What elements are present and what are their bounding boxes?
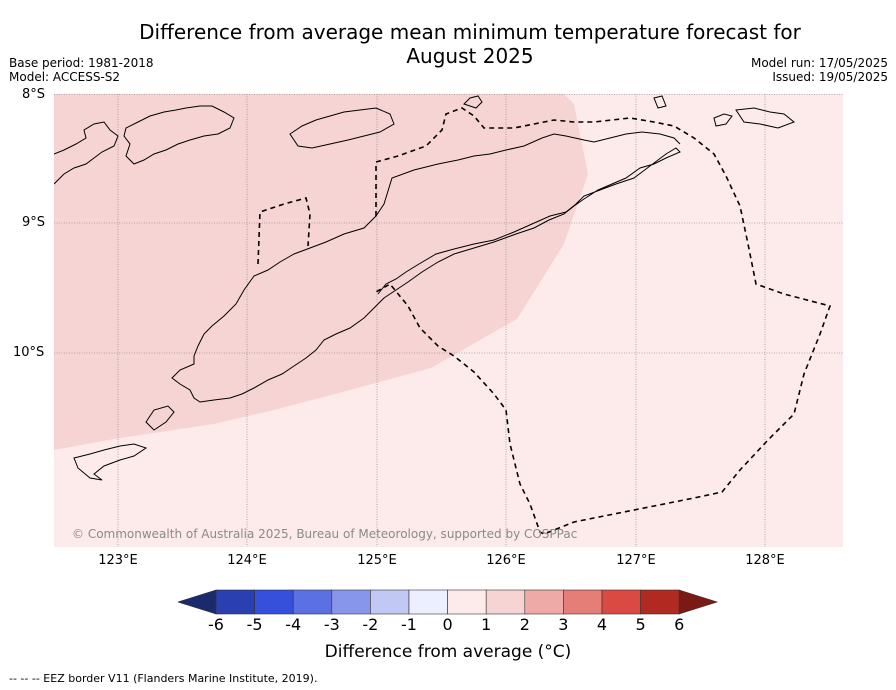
anomaly-region-mid <box>54 94 588 450</box>
alor-coast <box>123 105 235 165</box>
colorbar-segment <box>524 589 564 615</box>
colorbar-tick-label: 5 <box>635 615 646 634</box>
north-islands <box>289 107 395 149</box>
title-line-1: Difference from average mean minimum tem… <box>139 20 801 44</box>
wetar-mid <box>713 113 733 127</box>
colorbar-segment <box>370 589 410 615</box>
model-name: Model: ACCESS-S2 <box>9 70 121 84</box>
colorbar-tick-label: -3 <box>323 615 340 634</box>
lon-label-126e: 126°E <box>486 553 526 568</box>
issued-date: Issued: 19/05/2025 <box>772 70 888 84</box>
colorbar-tick-label: 3 <box>558 615 569 634</box>
colorbar-segment <box>331 589 371 615</box>
colorbar-segment <box>563 589 603 615</box>
gridlines <box>54 94 843 547</box>
colorbar-tick-label: 2 <box>519 615 530 634</box>
eez-footnote: -- -- -- EEZ border V11 (Flanders Marine… <box>9 672 318 685</box>
copyright-notice: © Commonwealth of Australia 2025, Bureau… <box>72 527 578 541</box>
colorbar-segment <box>447 589 487 615</box>
wetar-left <box>653 95 667 109</box>
colorbar-tick-label: -6 <box>208 615 224 634</box>
colorbar-segment <box>485 589 526 615</box>
timor-island <box>171 131 681 403</box>
colorbar-tick-label: -5 <box>246 615 263 634</box>
colorbar-tick-label: 1 <box>481 615 492 634</box>
colorbar-extend-low <box>178 589 217 615</box>
colorbar-segment <box>254 589 294 615</box>
colorbar-segment <box>640 589 680 615</box>
colorbar-segment <box>292 589 333 615</box>
meta-left: Base period: 1981-2018 Model: ACCESS-S2 <box>9 56 154 84</box>
colorbar-tick-label: 6 <box>674 615 685 634</box>
colorbar-tick-label: -4 <box>285 615 302 634</box>
colorbar-tick-label: -2 <box>362 615 379 634</box>
flores-coast <box>54 121 119 185</box>
atauro-island <box>463 95 483 109</box>
colorbar-segment <box>408 589 448 615</box>
colorbar-title: Difference from average (°C) <box>324 642 572 662</box>
base-period: Base period: 1981-2018 <box>9 56 154 70</box>
colorbar-extend-high <box>678 589 719 615</box>
lat-label-8s: 8°S <box>22 87 46 102</box>
eez-border <box>257 107 832 535</box>
sawu-coast <box>73 443 148 481</box>
lat-label-9s: 9°S <box>22 215 46 230</box>
wetar-right <box>735 107 795 129</box>
meta-right: Model run: 17/05/2025 Issued: 19/05/2025 <box>751 56 888 84</box>
coastlines <box>54 95 795 481</box>
map-panel <box>54 94 843 547</box>
colorbar-tick-label: 0 <box>442 615 453 634</box>
lon-label-123e: 123°E <box>98 553 138 568</box>
lat-label-10s: 10°S <box>13 345 45 360</box>
model-run: Model run: 17/05/2025 <box>750 56 888 70</box>
lon-label-127e: 127°E <box>616 553 656 568</box>
colorbar-segment <box>601 589 641 615</box>
chart-title: Difference from average mean minimum tem… <box>0 20 896 68</box>
colorbar-segment <box>215 589 255 615</box>
lon-label-128e: 128°E <box>745 553 785 568</box>
colorbar <box>178 589 719 615</box>
title-line-2: August 2025 <box>406 44 534 68</box>
lon-label-125e: 125°E <box>357 553 397 568</box>
colorbar-tick-label: -1 <box>401 615 417 634</box>
rote-island <box>145 405 175 431</box>
lon-label-124e: 124°E <box>227 553 267 568</box>
colorbar-tick-label: 4 <box>596 615 608 634</box>
